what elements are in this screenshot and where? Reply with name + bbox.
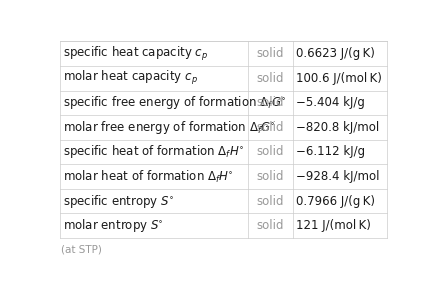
Text: $\mathrm{specific\ heat\ of\ formation\ }$$\Delta$$_{f}$$H$$^{\circ}$: $\mathrm{specific\ heat\ of\ formation\ … — [63, 143, 244, 160]
Text: 100.6 J/(mol K): 100.6 J/(mol K) — [296, 72, 382, 85]
Text: −6.112 kJ/g: −6.112 kJ/g — [296, 146, 365, 159]
Text: −928.4 kJ/mol: −928.4 kJ/mol — [296, 170, 380, 183]
Text: 0.7966 J/(g K): 0.7966 J/(g K) — [296, 195, 375, 208]
Text: $\mathrm{molar\ free\ energy\ of\ formation\ }$$\Delta$$_{f}$$G$$^{\circ}$: $\mathrm{molar\ free\ energy\ of\ format… — [63, 119, 276, 136]
Text: solid: solid — [256, 72, 284, 85]
Text: solid: solid — [256, 170, 284, 183]
Text: $\mathrm{molar\ entropy\ }$$S$$^{\circ}$: $\mathrm{molar\ entropy\ }$$S$$^{\circ}$ — [63, 217, 164, 234]
Text: solid: solid — [256, 96, 284, 109]
Text: 0.6623 J/(g K): 0.6623 J/(g K) — [296, 47, 375, 60]
Text: $\mathrm{specific\ heat\ capacity\ }$$c$$_{p}$: $\mathrm{specific\ heat\ capacity\ }$$c$… — [63, 45, 208, 63]
Text: solid: solid — [256, 146, 284, 159]
Text: $\mathrm{molar\ heat\ capacity\ }$$c$$_{p}$: $\mathrm{molar\ heat\ capacity\ }$$c$$_{… — [63, 69, 198, 87]
Text: $\mathrm{specific\ entropy\ }$$S$$^{\circ}$: $\mathrm{specific\ entropy\ }$$S$$^{\cir… — [63, 193, 174, 210]
Text: −5.404 kJ/g: −5.404 kJ/g — [296, 96, 365, 109]
Text: solid: solid — [256, 47, 284, 60]
Text: −820.8 kJ/mol: −820.8 kJ/mol — [296, 121, 379, 134]
Text: $\mathrm{molar\ heat\ of\ formation\ }$$\Delta$$_{f}$$H$$^{\circ}$: $\mathrm{molar\ heat\ of\ formation\ }$$… — [63, 168, 233, 185]
Text: 121 J/(mol K): 121 J/(mol K) — [296, 219, 371, 232]
Text: solid: solid — [256, 219, 284, 232]
Text: (at STP): (at STP) — [61, 245, 102, 255]
Text: $\mathrm{specific\ free\ energy\ of\ formation\ }$$\Delta$$_{f}$$G$$^{\circ}$: $\mathrm{specific\ free\ energy\ of\ for… — [63, 94, 286, 111]
Text: solid: solid — [256, 195, 284, 208]
Text: solid: solid — [256, 121, 284, 134]
